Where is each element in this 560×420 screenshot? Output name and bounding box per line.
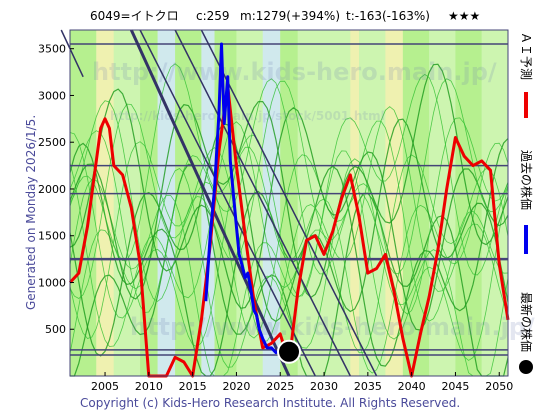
y-tick-label-3500: 3500	[38, 43, 66, 56]
forecast-line-1	[69, 158, 509, 377]
x-tick-label-2010: 2010	[135, 380, 163, 393]
x-tick-label-2040: 2040	[398, 380, 426, 393]
trend-line-4	[129, 29, 291, 377]
band-9	[262, 30, 281, 376]
latest-price-marker	[277, 339, 301, 364]
forecast-line-7	[69, 106, 509, 342]
y-tick-label-1000: 1000	[38, 276, 66, 289]
trend-line-0	[139, 29, 316, 377]
x-tick-label-2005: 2005	[91, 380, 119, 393]
watermark-text-3: http://www.kids-hero.main.jp/	[130, 313, 535, 341]
legend-latest-marker	[519, 360, 533, 374]
x-tick-label-2050: 2050	[485, 380, 513, 393]
trend-line-1	[174, 29, 351, 377]
header-code: 6049=イトクロ	[90, 9, 179, 23]
x-tick-label-2035: 2035	[354, 380, 382, 393]
trend-line-3	[60, 29, 84, 78]
x-axis-ticks: 2005 2010 2015 2020 2025 2030 2035 2040 2045 2050	[91, 372, 513, 393]
forecast-line-10	[69, 80, 509, 315]
header-c: c:259	[196, 9, 230, 23]
header-m: m:1279(+394%)	[240, 9, 340, 23]
band-3	[140, 30, 158, 376]
plot-frame	[69, 29, 509, 377]
header-t: t:-163(-163%)	[346, 9, 430, 23]
forecast-line-5	[69, 121, 509, 354]
forecast-line-0	[70, 163, 509, 377]
x-tick-label-2030: 2030	[310, 380, 338, 393]
y-tick-label-3000: 3000	[38, 89, 66, 102]
trend-lines	[60, 29, 378, 377]
series-layer	[68, 42, 510, 378]
forecast-line-13	[69, 63, 509, 297]
forecast-line-9	[69, 88, 509, 331]
forecast-line-8	[69, 103, 509, 339]
band-14	[385, 30, 403, 376]
band-2	[113, 30, 141, 376]
band-1	[96, 30, 114, 376]
legend-latest-label: 最新の株価	[519, 292, 534, 352]
x-tick-label-2015: 2015	[179, 380, 207, 393]
y-tick-label-500: 500	[45, 323, 66, 336]
x-tick-label-2025: 2025	[266, 380, 294, 393]
watermark-text-1: http://www.kids-hero.main.jp/	[92, 58, 497, 86]
legend-ai-label: ＡＩ予測	[519, 32, 533, 80]
chart-header: 6049=イトクロ c:259 m:1279(+394%) t:-163(-16…	[90, 9, 480, 23]
forecast-line-6	[69, 118, 509, 357]
legend: ＡＩ予測 過去の株価 最新の株価	[519, 32, 534, 374]
generated-date: Generated on Monday 2026/1/5.	[24, 115, 38, 310]
watermark-text-2: http://kids-hero.main.jp/stock/5001.html	[110, 109, 385, 123]
ai-series-line	[68, 84, 510, 378]
y-tick-label-2500: 2500	[38, 136, 66, 149]
copyright: Copyright (c) Kids-Hero Research Institu…	[80, 396, 460, 410]
y-axis-ticks: 500 1000 1500 2000 2500 3000 3500	[38, 43, 74, 336]
header-stars: ★★★	[448, 9, 480, 23]
x-tick-label-2020: 2020	[222, 380, 250, 393]
legend-past-label: 過去の株価	[519, 150, 534, 210]
y-tick-label-1500: 1500	[38, 230, 66, 243]
trend-line-2	[200, 29, 378, 377]
y-tick-label-2000: 2000	[38, 183, 66, 196]
x-tick-label-2045: 2045	[441, 380, 469, 393]
past-series-line	[204, 42, 290, 356]
